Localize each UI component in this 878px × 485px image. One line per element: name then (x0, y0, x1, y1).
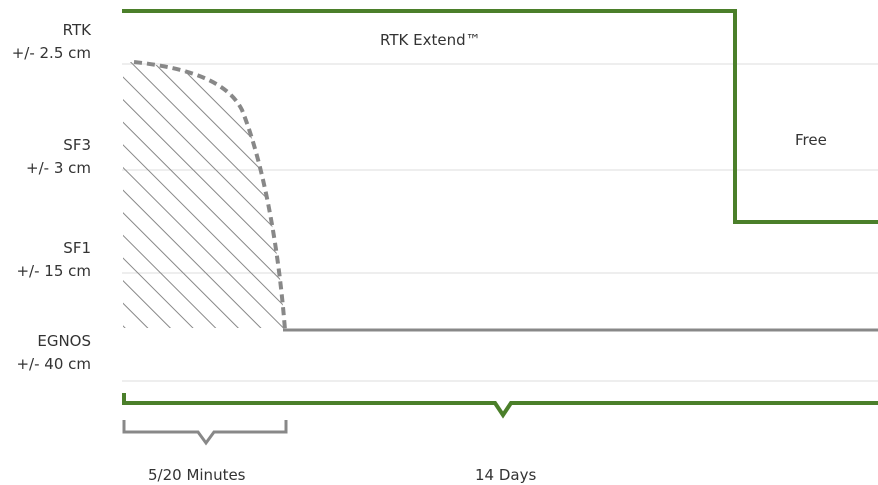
y-level-accuracy-sf3: +/- 3 cm (26, 159, 91, 177)
convergence-curve-dashed (133, 60, 287, 331)
y-level-accuracy-egnos: +/- 40 cm (16, 355, 91, 373)
y-level-name-sf3: SF3 (63, 136, 91, 154)
free-annotation: Free (795, 131, 827, 149)
y-level-name-sf1: SF1 (63, 239, 91, 257)
convergence-hatched-area (123, 62, 285, 328)
bracket-label-5-20-minutes: 5/20 Minutes (148, 466, 246, 484)
bracket-label-14-days: 14 Days (475, 466, 536, 484)
bracket-5-20-minutes (122, 420, 288, 446)
y-level-name-rtk: RTK (63, 21, 92, 39)
rtk-extend-annotation: RTK Extend™ (380, 31, 481, 49)
bracket-14-days (122, 393, 878, 419)
y-level-accuracy-rtk: +/- 2.5 cm (12, 44, 91, 62)
rtk-extend-line (122, 9, 878, 224)
y-level-accuracy-sf1: +/- 15 cm (16, 262, 91, 280)
y-axis-labels: RTK +/- 2.5 cm SF3 +/- 3 cm SF1 +/- 15 c… (12, 21, 92, 373)
y-level-name-egnos: EGNOS (37, 332, 91, 350)
